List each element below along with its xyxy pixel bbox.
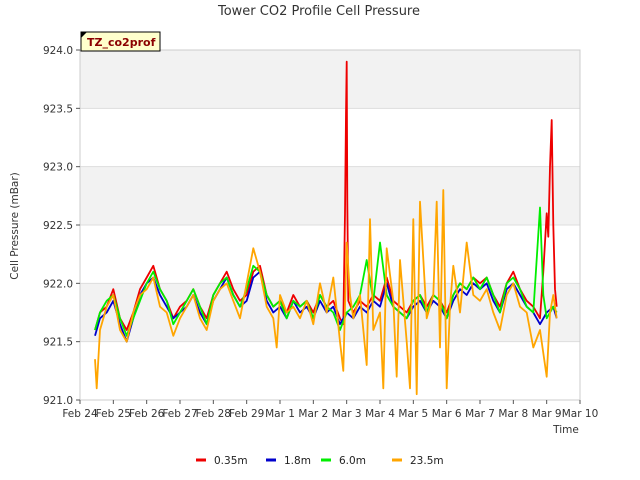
- x-tick-label: Mar 2: [298, 408, 328, 420]
- plot-band: [80, 108, 580, 167]
- legend-item: 6.0m: [321, 455, 366, 467]
- legend-item: 23.5m: [392, 455, 444, 467]
- legend-label: 6.0m: [339, 455, 366, 467]
- series-lines: [94, 60, 558, 396]
- series-line-23.5m: [94, 189, 558, 396]
- y-tick-label: 923.5: [43, 103, 73, 115]
- y-axis-ticks: 921.0 921.5 922.0 922.5 923.0 923.5 924.0: [43, 45, 80, 407]
- site-badge-box: [80, 31, 161, 52]
- plot-band: [80, 166, 580, 225]
- y-tick-label: 922.5: [43, 220, 73, 232]
- chart-title: Tower CO2 Profile Cell Pressure: [217, 4, 420, 19]
- plot-band: [80, 225, 580, 284]
- site-badge-label: TZ_co2prof: [87, 36, 156, 49]
- y-axis-label: Cell Pressure (mBar): [9, 172, 21, 280]
- x-tick-label: Feb 26: [129, 408, 165, 420]
- plot-band: [80, 341, 580, 400]
- legend-label: 1.8m: [284, 455, 311, 467]
- x-tick-label: Mar 6: [432, 408, 462, 420]
- x-axis-label: Time: [552, 424, 579, 436]
- y-tick-label: 921.0: [43, 395, 73, 407]
- legend-label: 0.35m: [214, 455, 248, 467]
- series-line-6.0m: [94, 206, 558, 337]
- legend-label: 23.5m: [410, 455, 444, 467]
- site-badge-corner: [81, 32, 87, 38]
- legend-item: 1.8m: [266, 455, 311, 467]
- plot-background-bands: [80, 50, 580, 400]
- x-tick-label: Feb 27: [162, 408, 197, 420]
- x-tick-label: Mar 5: [398, 408, 428, 420]
- x-tick-label: Mar 9: [532, 408, 562, 420]
- x-tick-label: Feb 29: [229, 408, 264, 420]
- legend-item: 0.35m: [196, 455, 248, 467]
- x-tick-label: Mar 4: [365, 408, 395, 420]
- x-tick-label: Mar 8: [498, 408, 528, 420]
- y-tick-label: 923.0: [43, 162, 73, 174]
- x-tick-label: Mar 10: [562, 408, 599, 420]
- y-tick-label: 922.0: [43, 278, 73, 290]
- x-tick-label: Feb 28: [196, 408, 231, 420]
- x-tick-label: Feb 25: [96, 408, 131, 420]
- y-tick-label: 921.5: [43, 337, 73, 349]
- plot-band: [80, 50, 580, 109]
- y-tick-label: 924.0: [43, 45, 73, 57]
- x-tick-label: Mar 7: [465, 408, 495, 420]
- x-tick-label: Mar 3: [332, 408, 362, 420]
- site-badge: TZ_co2prof: [80, 31, 161, 52]
- legend: 0.35m 1.8m 6.0m 23.5m: [196, 455, 444, 467]
- x-tick-label: Mar 1: [265, 408, 295, 420]
- x-tick-label: Feb 24: [62, 408, 98, 420]
